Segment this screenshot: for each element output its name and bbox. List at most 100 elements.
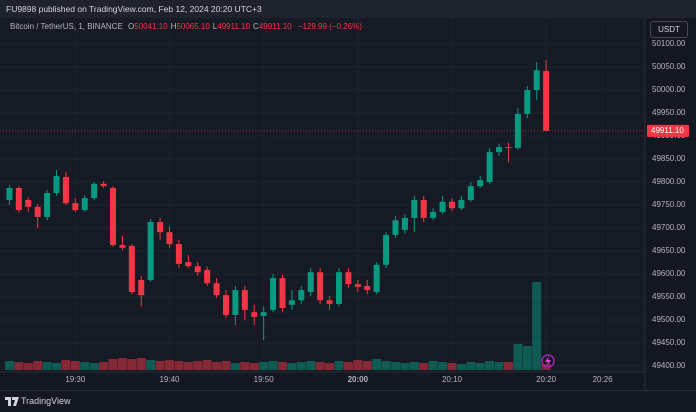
volume-bar — [277, 362, 287, 370]
change: −129.99 (−0.26%) — [297, 22, 362, 31]
x-tick-label: 20:26 — [593, 375, 614, 384]
volume-bar — [221, 361, 231, 370]
candle-body — [317, 272, 324, 301]
candle-body — [430, 211, 437, 218]
header: FU9898 published on TradingView.com, Feb… — [0, 0, 696, 18]
volume-bar — [400, 363, 410, 370]
volume-bar — [419, 363, 429, 370]
volume-bar — [193, 361, 203, 370]
last-price-label: 49911.10 — [651, 126, 684, 135]
volume-bar — [428, 361, 438, 370]
legend-value: 50041.10 — [134, 22, 168, 31]
candle-body — [232, 290, 239, 315]
candle-body — [53, 176, 60, 194]
volume-bar — [183, 362, 193, 370]
candles — [6, 60, 550, 341]
event-icon-bolt — [545, 356, 551, 366]
candle-body — [213, 283, 220, 296]
candle-body — [241, 290, 248, 310]
candle-body — [383, 234, 390, 265]
brand: TradingView — [21, 396, 71, 406]
candle-body — [62, 176, 69, 204]
currency-button[interactable]: USDT — [650, 21, 688, 38]
volume-bar — [306, 361, 316, 370]
candle-body — [100, 183, 107, 187]
legend-value: 50065.10 — [176, 22, 210, 31]
y-tick-label: 50100.00 — [652, 39, 686, 48]
candle-body — [119, 245, 126, 248]
ohlc-values: O50041.10 H50065.10 L49911.10 C49911.10 — [125, 22, 292, 31]
x-tick-label: 19:40 — [159, 375, 180, 384]
candle-body — [128, 245, 135, 292]
candle-body — [514, 113, 521, 148]
candle-body — [34, 206, 41, 217]
volume-bar — [325, 363, 335, 370]
candle-body — [505, 147, 512, 149]
y-tick-label: 49950.00 — [652, 108, 686, 117]
volume-bar — [117, 358, 127, 370]
volume-bar — [259, 362, 269, 370]
volume-bar — [390, 362, 400, 370]
y-tick-label: 50000.00 — [652, 85, 686, 94]
candle-body — [448, 201, 455, 209]
volume-bar — [513, 344, 523, 370]
volume-bar — [485, 361, 495, 370]
legend-key: O — [128, 22, 135, 31]
volume-bar — [51, 363, 61, 370]
volume-bar — [99, 362, 109, 370]
volume-bar — [155, 361, 165, 370]
event-icon[interactable] — [541, 354, 555, 368]
volume-bar — [23, 363, 33, 370]
volume-bar — [80, 362, 90, 370]
x-tick-label: 20:10 — [442, 375, 463, 384]
logo — [5, 397, 19, 406]
candle-body — [81, 198, 88, 211]
volume-bar — [249, 363, 259, 370]
x-tick-label: 19:30 — [65, 375, 86, 384]
volume-bar — [315, 362, 325, 370]
volume-bar — [136, 358, 146, 370]
candle-body — [270, 278, 277, 310]
volume-bar — [522, 346, 532, 370]
volume-bar — [343, 362, 353, 370]
volume-bar — [146, 360, 156, 370]
volume-bar — [456, 364, 466, 370]
x-tick-label: 20:00 — [348, 375, 369, 384]
candle-body — [439, 201, 446, 212]
candle-body — [15, 187, 22, 211]
candle-body — [260, 312, 267, 316]
volume-bar — [70, 361, 80, 370]
volume-bar — [334, 361, 344, 370]
legend-key: H — [170, 22, 177, 31]
y-tick-label: 49550.00 — [652, 292, 686, 301]
candle-body — [543, 71, 550, 131]
volume-bar — [108, 359, 118, 370]
candle-body — [175, 244, 182, 264]
candle-body — [467, 186, 474, 200]
candle-body — [335, 272, 342, 304]
legend-value: 49911.10 — [258, 22, 292, 31]
chart: 50100.0050050.0050000.0049950.0049900.00… — [0, 18, 689, 390]
volume-bar — [127, 359, 137, 370]
candle-body — [109, 187, 116, 246]
legend-key: L — [212, 22, 218, 31]
candle-body — [251, 312, 258, 317]
volume-bar — [362, 361, 372, 370]
legend-key: C — [253, 22, 259, 31]
volume-bar — [174, 361, 184, 370]
volume-bar — [61, 360, 71, 370]
candle-body — [166, 232, 173, 245]
candle-body — [401, 217, 408, 230]
candle-body — [72, 203, 79, 211]
volume-bar — [475, 363, 485, 370]
y-tick-label: 49800.00 — [652, 177, 686, 186]
candle-body — [458, 199, 465, 209]
candle-body — [157, 222, 164, 233]
axes: 50100.0050050.0050000.0049950.0049900.00… — [0, 39, 689, 384]
volume-bar — [230, 363, 240, 370]
candle-body — [6, 187, 13, 200]
candle-body — [326, 300, 333, 304]
candle-body — [194, 266, 201, 273]
volume-bar — [438, 362, 448, 370]
